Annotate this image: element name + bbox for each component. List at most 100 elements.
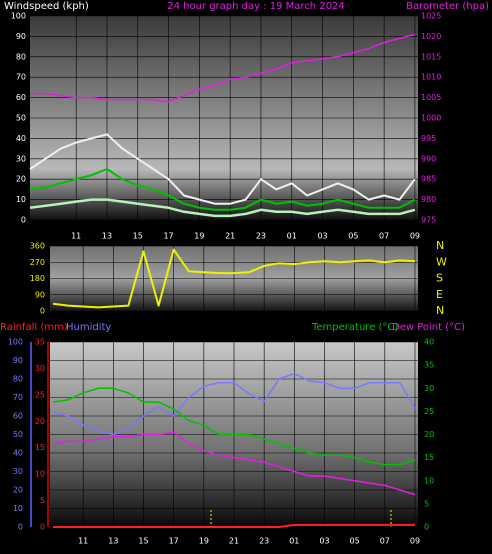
y-tick-label: 40	[16, 134, 26, 143]
x-tick-label: 01	[289, 537, 299, 546]
x-tick-label: 11	[78, 537, 88, 546]
y-tick-label: 30	[35, 364, 45, 373]
y-tick-label: N	[436, 239, 444, 252]
y-tick-label: 50	[16, 114, 26, 123]
y-tick-label: 25	[35, 390, 45, 399]
y-tick-label: 90	[13, 356, 23, 365]
y-tick-label: 35	[35, 338, 45, 347]
y-tick-label: 0	[18, 523, 23, 532]
y-tick-label: 975	[421, 216, 436, 225]
y-tick-label: 20	[13, 486, 23, 495]
x-tick-label: 23	[259, 537, 269, 546]
y-tick-label: 100	[11, 12, 26, 21]
y-tick-label: 30	[13, 467, 23, 476]
x-tick-label: 13	[102, 232, 112, 241]
x-tick-label: 13	[108, 537, 118, 546]
y-tick-label: 1015	[421, 52, 441, 61]
y-tick-label: E	[436, 288, 443, 301]
y-tick-label: 70	[13, 393, 23, 402]
y-tick-label: N	[436, 304, 444, 317]
y-tick-label: 980	[421, 195, 436, 204]
legend-label: Barometer (hpa)	[406, 1, 489, 12]
y-tick-label: 180	[30, 274, 45, 283]
x-tick-label: 07	[379, 232, 389, 241]
y-tick-label: 70	[16, 73, 26, 82]
series-line	[53, 523, 415, 528]
y-tick-label: 0	[40, 523, 45, 532]
series-line	[52, 372, 416, 436]
y-tick-label: 1025	[421, 12, 441, 21]
y-tick-label: 20	[424, 430, 434, 439]
series-line	[29, 168, 416, 211]
y-tick-label: 10	[424, 476, 434, 485]
y-tick-label: 985	[421, 175, 436, 184]
series-line	[52, 387, 416, 466]
x-tick-label: 21	[229, 537, 239, 546]
x-tick-label: 19	[199, 537, 209, 546]
x-tick-label: 21	[225, 232, 235, 241]
x-tick-label: 07	[380, 537, 390, 546]
legend-label: Humidity	[66, 322, 111, 333]
y-tick-label: 60	[16, 93, 26, 102]
chart-title: 24 hour graph day : 19 March 2024	[167, 1, 345, 12]
x-tick-label: 05	[350, 537, 360, 546]
y-tick-label: 1010	[421, 73, 441, 82]
y-tick-label: 270	[30, 258, 45, 267]
y-tick-label: 1005	[421, 93, 441, 102]
y-tick-label: 10	[35, 470, 45, 479]
y-tick-label: 30	[16, 154, 26, 163]
legend-label: Temperature (°C)	[311, 322, 398, 333]
x-tick-label: 11	[71, 232, 81, 241]
x-tick-label: 05	[348, 232, 358, 241]
x-tick-label: 15	[133, 232, 143, 241]
y-tick-label: W	[436, 255, 447, 268]
y-tick-label: 60	[13, 412, 23, 421]
y-tick-label: 10	[13, 504, 23, 513]
series-line	[30, 33, 416, 103]
y-tick-label: 100	[8, 338, 23, 347]
y-tick-label: 1020	[421, 32, 441, 41]
y-tick-label: 1000	[421, 114, 441, 123]
y-tick-label: 990	[421, 154, 436, 163]
x-tick-label: 19	[194, 232, 204, 241]
x-tick-label: 01	[287, 232, 297, 241]
x-tick-label: 09	[410, 537, 420, 546]
y-axis-title: Windspeed (kph)	[4, 1, 89, 12]
y-tick-label: 90	[35, 290, 45, 299]
series-line	[29, 198, 416, 218]
x-tick-label: 09	[410, 232, 420, 241]
y-tick-label: 10	[16, 195, 26, 204]
x-tick-label: 17	[163, 232, 173, 241]
y-tick-label: 20	[16, 175, 26, 184]
legend-label: Dew Point (°C)	[392, 322, 465, 333]
x-tick-label: 17	[169, 537, 179, 546]
x-tick-label: 15	[138, 537, 148, 546]
y-tick-label: 40	[13, 449, 23, 458]
series-line	[52, 431, 416, 496]
y-tick-label: 20	[35, 417, 45, 426]
y-tick-label: 5	[40, 496, 45, 505]
x-tick-label: 03	[317, 232, 327, 241]
y-tick-label: 360	[30, 242, 45, 251]
y-tick-label: 15	[424, 453, 434, 462]
y-tick-label: 80	[16, 52, 26, 61]
y-tick-label: 0	[424, 523, 429, 532]
y-tick-label: 30	[424, 384, 434, 393]
series-line	[29, 133, 416, 205]
y-tick-label: 0	[21, 216, 26, 225]
y-tick-label: 90	[16, 32, 26, 41]
y-tick-label: 35	[424, 361, 434, 370]
y-tick-label: 0	[40, 307, 45, 316]
y-tick-label: 25	[424, 407, 434, 416]
legend-label: Rainfall (mm)	[0, 322, 68, 333]
y-tick-label: 40	[424, 338, 434, 347]
x-tick-label: 23	[256, 232, 266, 241]
y-tick-label: 5	[424, 499, 429, 508]
series-line	[52, 248, 416, 309]
y-tick-label: 15	[35, 443, 45, 452]
x-tick-label: 03	[319, 537, 329, 546]
y-tick-label: S	[436, 272, 443, 285]
y-tick-label: 50	[13, 430, 23, 439]
y-tick-label: 80	[13, 375, 23, 384]
